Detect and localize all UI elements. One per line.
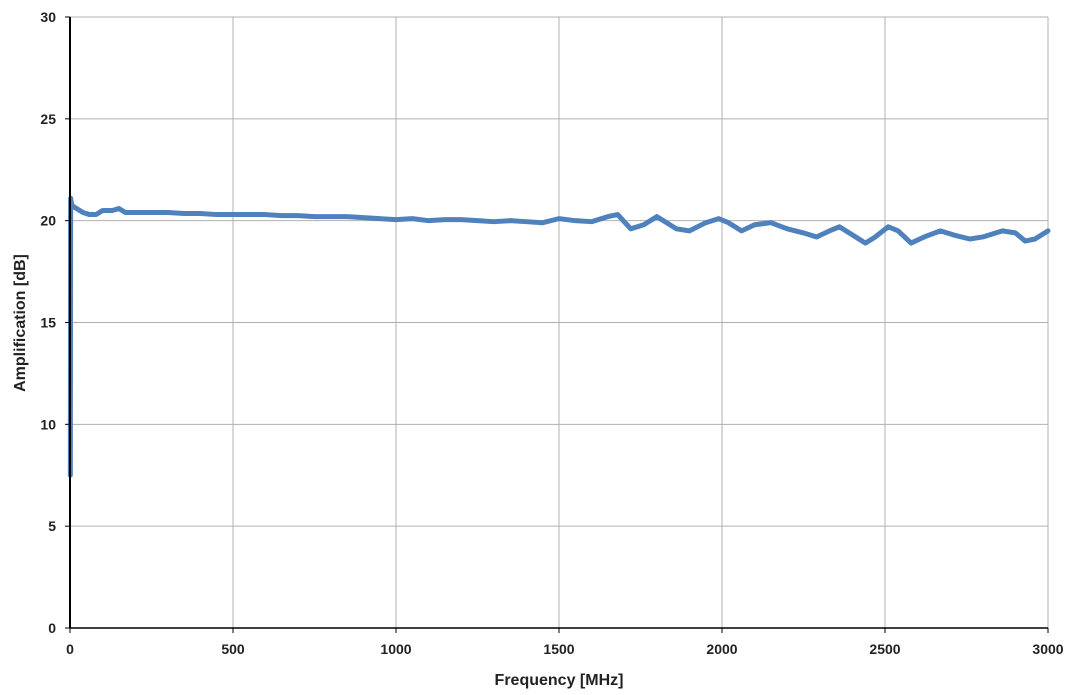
x-tick-label: 3000 — [1032, 641, 1063, 657]
x-tick-label: 2000 — [706, 641, 737, 657]
x-axis-title: Frequency [MHz] — [495, 672, 624, 689]
y-tick-labels: 0 5 10 15 20 25 30 — [40, 9, 56, 636]
x-tick-labels: 0 500 1000 1500 2000 2500 3000 — [66, 641, 1064, 657]
series-line — [67, 195, 1051, 478]
y-tick-label: 20 — [40, 213, 56, 229]
y-tick-label: 10 — [40, 416, 56, 432]
x-tick-label: 0 — [66, 641, 74, 657]
x-tick-label: 2500 — [869, 641, 900, 657]
y-tick-label: 30 — [40, 9, 56, 25]
y-tick-label: 25 — [40, 111, 56, 127]
x-tick-label: 500 — [221, 641, 245, 657]
x-tick-label: 1500 — [543, 641, 574, 657]
y-tick-label: 15 — [40, 315, 56, 331]
y-tick-label: 5 — [48, 518, 56, 534]
y-tick-label: 0 — [48, 620, 56, 636]
x-tick-label: 1000 — [380, 641, 411, 657]
axes — [65, 16, 1049, 633]
series-layer — [67, 195, 1051, 478]
gridlines — [70, 16, 1049, 628]
y-axis-title: Amplification [dB] — [12, 254, 29, 392]
